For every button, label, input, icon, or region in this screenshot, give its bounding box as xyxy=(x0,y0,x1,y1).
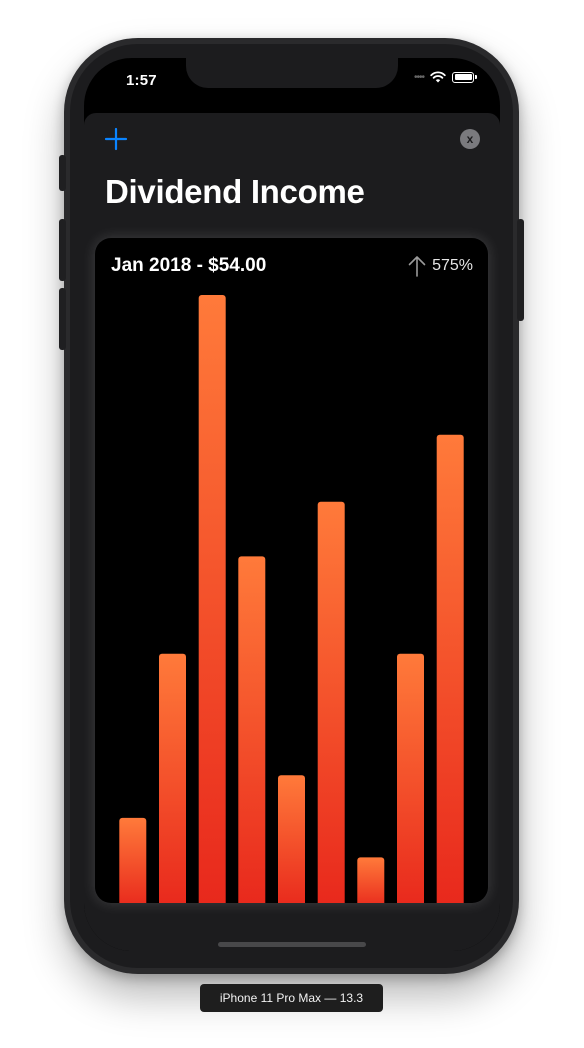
power-button xyxy=(517,219,524,321)
chart-bar[interactable] xyxy=(357,857,385,903)
wifi-icon xyxy=(430,71,446,83)
home-indicator[interactable] xyxy=(218,942,366,947)
chart-bar[interactable] xyxy=(238,556,266,903)
chart-bars xyxy=(119,295,464,903)
volume-down-button xyxy=(59,288,66,350)
selected-month-value: Jan 2018 - $54.00 xyxy=(111,255,267,276)
status-time: 1:57 xyxy=(126,72,157,89)
modal-sheet: x Dividend Income Jan 2018 - $54.00 xyxy=(84,113,500,951)
bar-chart[interactable] xyxy=(95,238,488,903)
page-title: Dividend Income xyxy=(105,173,365,210)
arrow-up-icon xyxy=(408,256,426,277)
chart-bar[interactable] xyxy=(159,653,186,903)
simulator-device-label: iPhone 11 Pro Max — 13.3 xyxy=(200,984,383,1012)
chart-bar[interactable] xyxy=(317,501,345,903)
chart-bar[interactable] xyxy=(198,295,226,903)
status-icons: •••• xyxy=(413,71,477,83)
close-button[interactable]: x xyxy=(460,129,480,149)
notch xyxy=(186,58,398,88)
change-indicator: 575% xyxy=(408,255,473,277)
plus-icon xyxy=(104,127,128,151)
volume-up-button xyxy=(59,219,66,281)
change-percent: 575% xyxy=(432,257,473,274)
chart-bar[interactable] xyxy=(397,653,424,903)
battery-icon xyxy=(452,71,477,83)
close-icon: x xyxy=(466,132,474,146)
chart-bar[interactable] xyxy=(119,817,147,903)
chart-bar[interactable] xyxy=(278,775,305,903)
cellular-signal-icon: •••• xyxy=(413,71,425,83)
mute-switch xyxy=(59,155,66,191)
chart-card[interactable]: Jan 2018 - $54.00 575% xyxy=(95,238,488,903)
add-button[interactable] xyxy=(104,127,128,151)
device-screen: 1:57 •••• x Dividend Income xyxy=(84,58,500,951)
chart-bar[interactable] xyxy=(436,434,464,903)
